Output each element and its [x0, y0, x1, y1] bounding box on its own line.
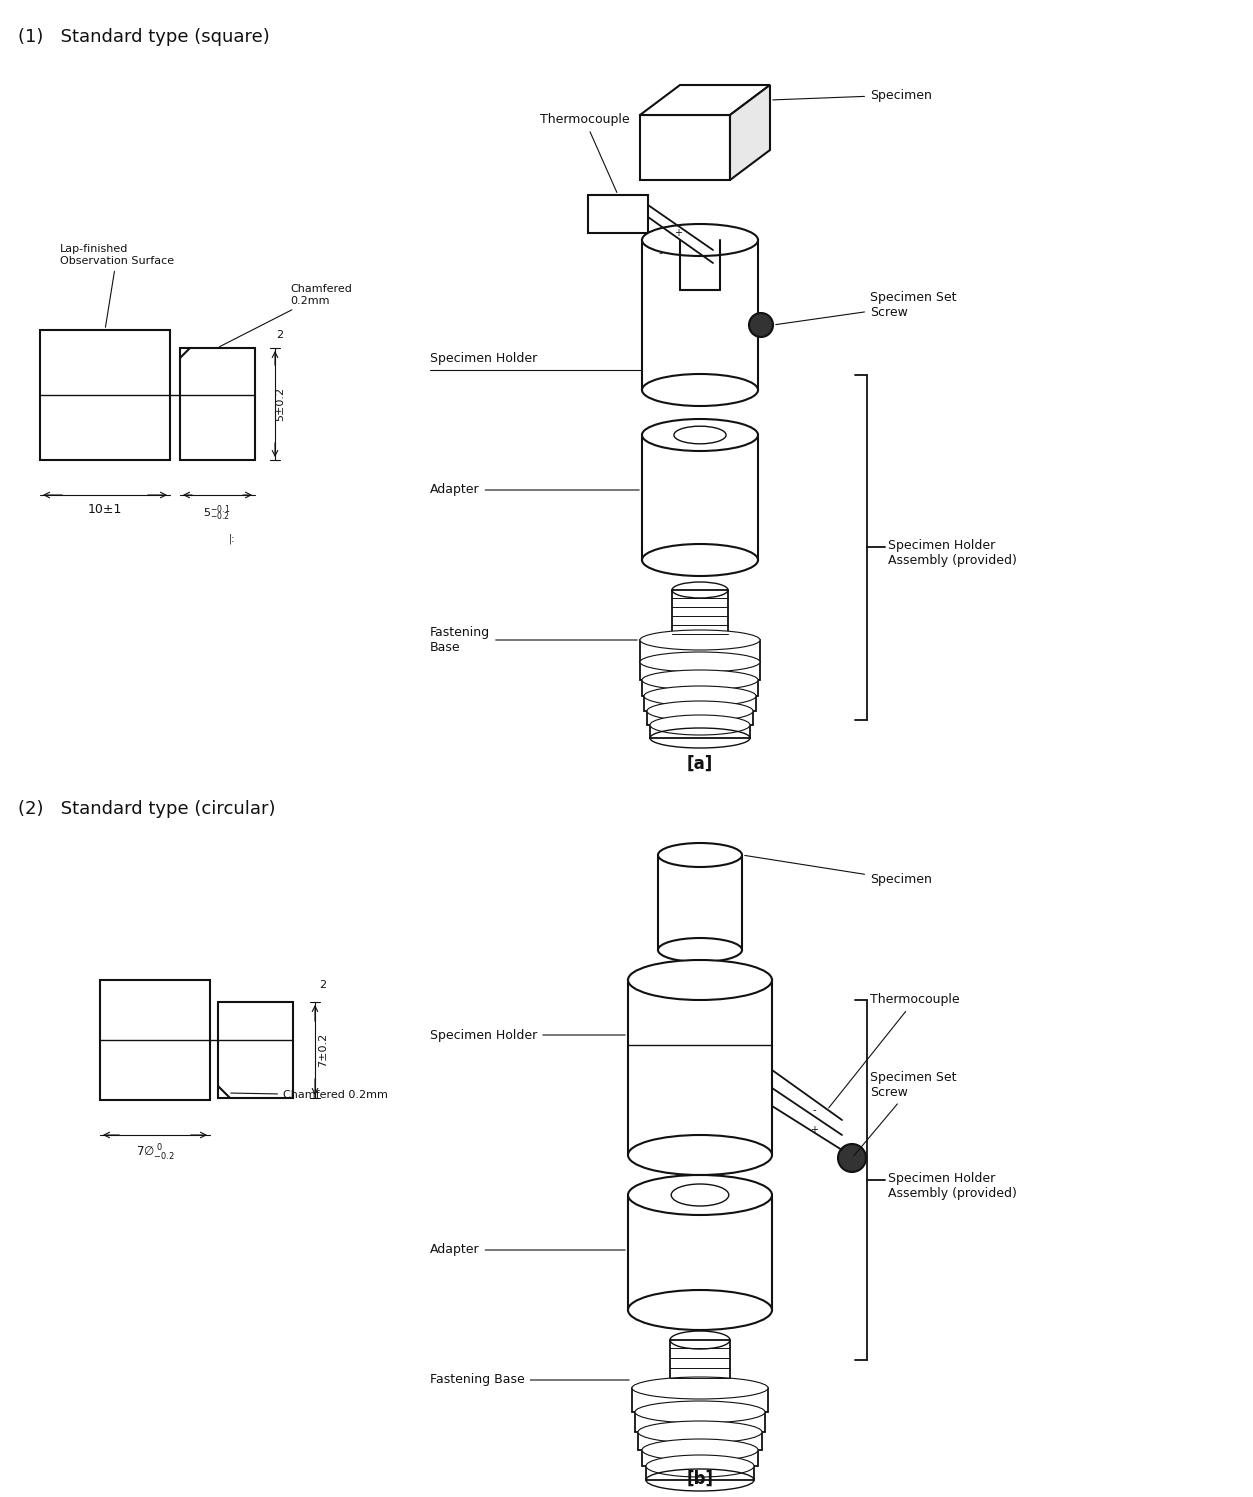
Text: Specimen Holder: Specimen Holder — [430, 1028, 625, 1042]
Text: Chamfered
0.2mm: Chamfered 0.2mm — [219, 284, 352, 347]
Bar — [40, 329, 170, 460]
Ellipse shape — [640, 630, 761, 650]
Text: Fastening
Base: Fastening Base — [430, 626, 638, 654]
Ellipse shape — [658, 939, 742, 963]
Text: Adapter: Adapter — [430, 484, 639, 497]
Text: (2)   Standard type (circular): (2) Standard type (circular) — [18, 799, 276, 817]
Bar — [632, 1388, 768, 1412]
Text: Thermocouple: Thermocouple — [540, 114, 629, 193]
Ellipse shape — [838, 1144, 866, 1172]
Text: $5^{-0.1}_{-0.2}$: $5^{-0.1}_{-0.2}$ — [203, 503, 231, 522]
Bar — [628, 981, 772, 1156]
Ellipse shape — [749, 313, 773, 337]
Text: Specimen: Specimen — [744, 855, 932, 886]
Text: Specimen Set
Screw: Specimen Set Screw — [853, 1070, 956, 1156]
Ellipse shape — [628, 1290, 772, 1329]
Bar — [218, 1001, 293, 1097]
Text: Specimen Set
Screw: Specimen Set Screw — [776, 290, 956, 325]
Bar — [635, 1412, 766, 1433]
Bar — [638, 1433, 762, 1451]
Bar — [642, 680, 758, 696]
Text: [b]: [b] — [687, 1470, 713, 1488]
Bar — [670, 1340, 730, 1388]
Polygon shape — [640, 85, 771, 115]
Ellipse shape — [632, 1377, 768, 1400]
Ellipse shape — [642, 225, 758, 256]
Bar — [628, 1195, 772, 1310]
Bar — [642, 436, 758, 560]
Bar — [640, 641, 761, 662]
Text: $7\varnothing^{\ 0}_{-0.2}$: $7\varnothing^{\ 0}_{-0.2}$ — [135, 1144, 174, 1163]
Text: Fastening Base: Fastening Base — [430, 1374, 629, 1386]
Ellipse shape — [647, 701, 753, 722]
Ellipse shape — [647, 1455, 754, 1478]
Ellipse shape — [642, 543, 758, 576]
Ellipse shape — [642, 419, 758, 451]
Ellipse shape — [642, 374, 758, 406]
Text: 7±0.2: 7±0.2 — [318, 1033, 328, 1067]
Text: +: + — [674, 228, 682, 238]
Text: Thermocouple: Thermocouple — [828, 994, 960, 1108]
Ellipse shape — [642, 671, 758, 690]
Text: Specimen: Specimen — [773, 88, 932, 102]
Ellipse shape — [642, 1439, 758, 1461]
Text: -: - — [658, 249, 662, 257]
Bar — [180, 347, 256, 460]
Ellipse shape — [635, 1401, 766, 1424]
Bar — [640, 115, 730, 180]
Text: [a]: [a] — [687, 754, 713, 772]
Text: 5±0.2: 5±0.2 — [274, 386, 284, 421]
Ellipse shape — [650, 716, 751, 735]
Ellipse shape — [640, 653, 761, 672]
Text: Chamfered 0.2mm: Chamfered 0.2mm — [231, 1090, 388, 1100]
Bar — [644, 696, 756, 711]
Bar — [672, 590, 728, 641]
Ellipse shape — [658, 843, 742, 867]
Polygon shape — [730, 85, 771, 180]
Ellipse shape — [644, 686, 756, 707]
Bar — [640, 662, 761, 680]
Bar — [642, 1451, 758, 1466]
Text: Specimen Holder
Assembly (provided): Specimen Holder Assembly (provided) — [888, 539, 1017, 567]
Text: Specimen Holder
Assembly (provided): Specimen Holder Assembly (provided) — [888, 1172, 1017, 1201]
Text: 2: 2 — [320, 981, 327, 990]
Text: Specimen Holder: Specimen Holder — [430, 352, 538, 365]
Bar — [658, 855, 742, 951]
Text: -: - — [812, 1105, 816, 1115]
Text: Lap-finished
Observation Surface: Lap-finished Observation Surface — [60, 244, 174, 328]
Bar — [647, 711, 753, 725]
Text: 2: 2 — [277, 329, 283, 340]
Ellipse shape — [628, 960, 772, 1000]
Bar — [100, 981, 211, 1100]
Bar — [588, 195, 648, 234]
Bar — [650, 725, 751, 738]
Text: 10±1: 10±1 — [88, 503, 123, 516]
Text: Adapter: Adapter — [430, 1244, 625, 1256]
Text: +: + — [809, 1126, 818, 1135]
Ellipse shape — [638, 1421, 762, 1443]
Text: (1)   Standard type (square): (1) Standard type (square) — [18, 28, 269, 46]
Ellipse shape — [628, 1135, 772, 1175]
Bar — [642, 240, 758, 391]
Bar — [647, 1466, 754, 1481]
Text: |:: |: — [229, 533, 236, 543]
Ellipse shape — [628, 1175, 772, 1216]
